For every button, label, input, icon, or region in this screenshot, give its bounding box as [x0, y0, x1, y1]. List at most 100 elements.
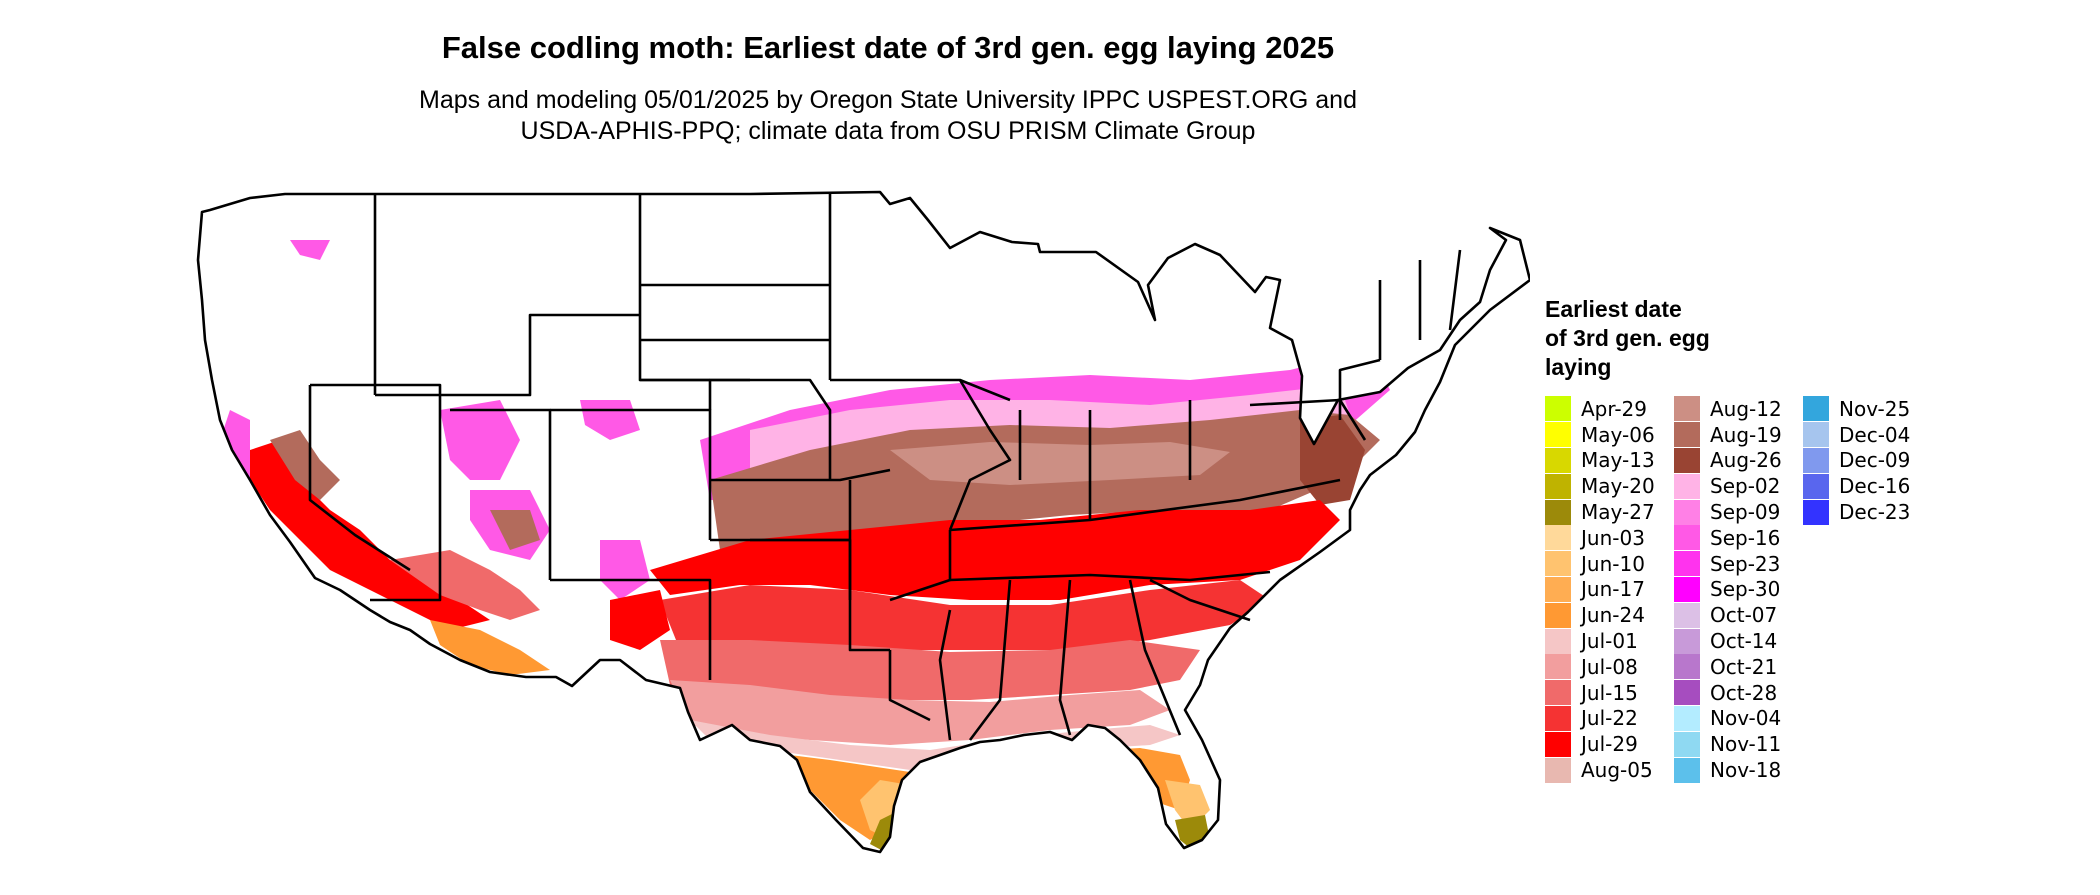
- legend-swatch: [1545, 447, 1571, 473]
- legend-item: Jul-08: [1545, 654, 1674, 680]
- us-map: [196, 190, 1530, 854]
- legend-item: May-13: [1545, 447, 1674, 474]
- legend-swatch: [1674, 602, 1700, 628]
- legend-swatch: [1545, 602, 1571, 628]
- legend-swatch: [1674, 680, 1700, 706]
- legend-label: Sep-23: [1710, 551, 1781, 576]
- legend-label: Jul-01: [1581, 629, 1638, 654]
- legend-item: Jul-01: [1545, 628, 1674, 654]
- legend-label: Jun-24: [1581, 603, 1645, 628]
- legend-swatch: [1674, 654, 1700, 680]
- legend-swatch: [1545, 473, 1571, 499]
- legend-item: Aug-19: [1674, 422, 1803, 448]
- legend-label: Jun-17: [1581, 577, 1645, 602]
- legend-swatch: [1674, 628, 1700, 654]
- legend-item: May-27: [1545, 499, 1674, 525]
- legend-column: Aug-12 Aug-19 Aug-26 Sep-02 Sep-09 Sep-16 Sep-…: [1674, 396, 1803, 783]
- legend-label: Jul-15: [1581, 680, 1638, 705]
- legend-swatch: [1803, 473, 1829, 499]
- legend-item: May-20: [1545, 473, 1674, 499]
- legend-label: Oct-28: [1710, 680, 1778, 705]
- map-subtitle-line-2: USDA-APHIS-PPQ; climate data from OSU PR…: [520, 117, 1256, 145]
- legend-item: Jun-03: [1545, 525, 1674, 551]
- legend-label: Oct-07: [1710, 603, 1778, 628]
- legend-label: Jun-03: [1581, 525, 1645, 550]
- legend-item: Aug-05: [1545, 757, 1674, 783]
- legend-swatch: [1674, 705, 1700, 731]
- legend-swatch: [1674, 396, 1700, 422]
- legend-title-line: of 3rd gen. egg: [1545, 325, 1710, 351]
- legend-label: Aug-26: [1710, 448, 1782, 473]
- legend-swatch: [1674, 731, 1700, 757]
- map-subtitle-line-1: Maps and modeling 05/01/2025 by Oregon S…: [419, 86, 1357, 114]
- legend-swatch: [1545, 499, 1571, 525]
- legend-item: Oct-21: [1674, 654, 1803, 680]
- legend-item: Nov-04: [1674, 705, 1803, 732]
- legend-swatch: [1545, 422, 1571, 448]
- legend-title-line: Earliest date: [1545, 296, 1682, 322]
- legend-item: Aug-12: [1674, 396, 1803, 422]
- legend-label: Jul-22: [1581, 706, 1638, 731]
- legend-item: Sep-23: [1674, 551, 1803, 577]
- legend-swatch: [1545, 628, 1571, 654]
- legend-swatch: [1674, 447, 1700, 473]
- legend-item: Sep-16: [1674, 525, 1803, 551]
- legend-item: Dec-16: [1803, 473, 1932, 499]
- legend-column: Apr-29 May-06 May-13 May-20 May-27 Jun-03 Jun-…: [1545, 396, 1674, 783]
- legend-label: Sep-09: [1710, 500, 1781, 525]
- legend-swatch: [1803, 422, 1829, 448]
- legend-label: Sep-16: [1710, 525, 1781, 550]
- legend-swatch: [1674, 422, 1700, 448]
- legend-swatch: [1545, 654, 1571, 680]
- legend-item: Oct-14: [1674, 628, 1803, 654]
- legend-label: Apr-29: [1581, 396, 1647, 421]
- legend-item: Dec-09: [1803, 447, 1932, 474]
- legend-swatch: [1674, 551, 1700, 577]
- legend-label: Jul-29: [1581, 732, 1638, 757]
- map-title: False codling moth: Earliest date of 3rd…: [441, 30, 1335, 65]
- legend-swatch: [1674, 757, 1700, 783]
- legend-label: Nov-04: [1710, 706, 1782, 731]
- legend-item: Nov-25: [1803, 396, 1932, 422]
- legend-item: Nov-18: [1674, 757, 1803, 783]
- legend-label: Dec-23: [1839, 500, 1911, 525]
- legend-label: Oct-21: [1710, 654, 1778, 679]
- legend-title: Earliest date of 3rd gen. egg laying: [1545, 295, 1765, 382]
- legend-item: Jun-17: [1545, 576, 1674, 603]
- legend-label: May-06: [1581, 422, 1655, 447]
- legend-item: Nov-11: [1674, 731, 1803, 757]
- legend-item: Jul-15: [1545, 680, 1674, 706]
- legend-item: Jul-29: [1545, 731, 1674, 757]
- legend-swatch: [1545, 576, 1571, 602]
- legend-item: Aug-26: [1674, 447, 1803, 474]
- legend-swatch: [1545, 757, 1571, 783]
- legend-item: Sep-09: [1674, 499, 1803, 525]
- legend-item: Jun-10: [1545, 551, 1674, 577]
- legend-swatch: [1674, 473, 1700, 499]
- legend-label: Sep-02: [1710, 474, 1781, 499]
- legend-swatch: [1674, 576, 1700, 602]
- legend-label: Aug-05: [1581, 758, 1653, 783]
- legend-item: Sep-02: [1674, 473, 1803, 499]
- legend-label: Jul-08: [1581, 654, 1638, 679]
- legend-item: Oct-28: [1674, 680, 1803, 706]
- legend-title-line: laying: [1545, 354, 1612, 380]
- legend-label: Dec-09: [1839, 448, 1911, 473]
- legend-label: Dec-16: [1839, 474, 1911, 499]
- legend-swatch: [1545, 396, 1571, 422]
- legend-label: Dec-04: [1839, 422, 1911, 447]
- legend-item: Dec-04: [1803, 422, 1932, 448]
- legend-label: May-27: [1581, 500, 1655, 525]
- legend-swatch: [1674, 499, 1700, 525]
- legend-swatch: [1545, 551, 1571, 577]
- legend-label: May-20: [1581, 474, 1655, 499]
- legend-label: Jun-10: [1581, 551, 1645, 576]
- legend-columns: Apr-29 May-06 May-13 May-20 May-27 Jun-03 Jun-…: [1545, 396, 1932, 783]
- legend-item: Apr-29: [1545, 396, 1674, 422]
- legend-swatch: [1803, 447, 1829, 473]
- legend-label: Aug-12: [1710, 396, 1782, 421]
- legend-label: Oct-14: [1710, 629, 1778, 654]
- legend-swatch: [1674, 525, 1700, 551]
- legend-label: May-13: [1581, 448, 1655, 473]
- legend-item: Sep-30: [1674, 576, 1803, 603]
